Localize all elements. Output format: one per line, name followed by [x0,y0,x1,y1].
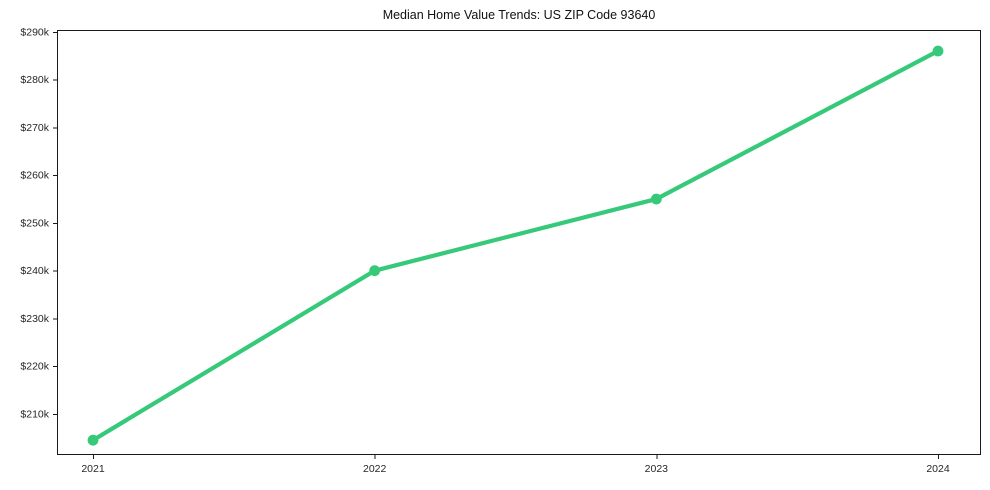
data-point-marker [650,193,662,205]
x-tick-label: 2023 [645,463,669,475]
y-tick-label: $270k [20,122,49,134]
data-point-marker [369,265,381,277]
y-tick-label: $230k [20,313,49,325]
plot-area [57,30,981,455]
y-tick-label: $220k [20,361,49,373]
y-tick-label: $280k [20,74,49,86]
x-tick-label: 2021 [81,463,105,475]
data-point-marker [932,45,944,57]
x-tick-label: 2022 [363,463,387,475]
data-point-marker [87,434,99,446]
y-tick-label: $240k [20,265,49,277]
x-tick-label: 2024 [926,463,950,475]
y-tick-label: $250k [20,217,49,229]
y-tick-label: $290k [20,26,49,38]
axis-frame [57,30,981,455]
y-tick-label: $210k [20,408,49,420]
y-tick-label: $260k [20,170,49,182]
trend-line [90,48,941,443]
chart-title: Median Home Value Trends: US ZIP Code 93… [382,8,656,22]
